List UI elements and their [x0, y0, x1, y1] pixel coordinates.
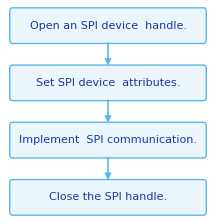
- Text: Set SPI device  attributes.: Set SPI device attributes.: [36, 78, 180, 88]
- Text: Open an SPI device  handle.: Open an SPI device handle.: [30, 21, 186, 31]
- FancyBboxPatch shape: [10, 8, 206, 43]
- FancyBboxPatch shape: [10, 122, 206, 158]
- Text: Implement  SPI communication.: Implement SPI communication.: [19, 135, 197, 145]
- FancyBboxPatch shape: [10, 180, 206, 215]
- FancyBboxPatch shape: [10, 65, 206, 101]
- Text: Close the SPI handle.: Close the SPI handle.: [49, 192, 167, 202]
